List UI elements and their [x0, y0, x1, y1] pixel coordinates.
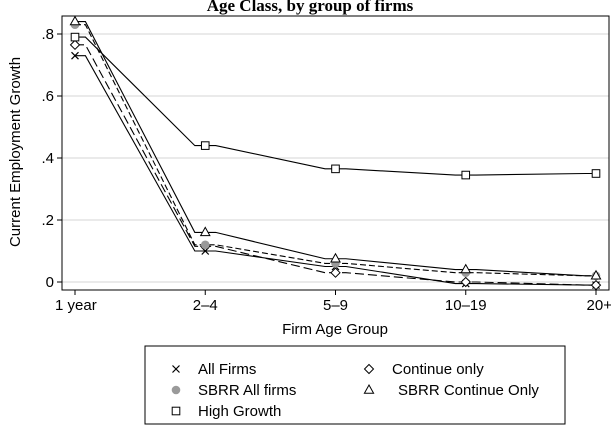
square-mark-shape [200, 141, 210, 150]
diamond-mark-shape [330, 267, 341, 278]
legend-key-filled-circle [171, 385, 181, 395]
data-point-diamond [460, 276, 471, 288]
circle-mark-shape [171, 385, 181, 395]
x-mark-stroke [172, 365, 180, 373]
legend-label: SBRR All firms [198, 382, 296, 399]
triangle-mark-shape [199, 226, 211, 237]
legend-key-x [172, 365, 180, 373]
x-tick-label: 20+ [587, 297, 611, 314]
data-point-filled-circle [200, 240, 210, 250]
square-mark-shape [171, 406, 181, 416]
data-point-square [200, 141, 210, 150]
data-point-triangle [330, 252, 341, 263]
square-mark-shape [461, 170, 471, 180]
chart-title: Age Class, by group of firms [207, 0, 414, 15]
y-tick-label: 0 [46, 274, 54, 291]
data-point-square [331, 164, 340, 174]
data-point-triangle [69, 15, 81, 26]
data-point-diamond [69, 39, 81, 51]
data-point-triangle [590, 269, 602, 280]
x-tick-label: 10–19 [445, 297, 487, 314]
data-point-x [71, 51, 79, 60]
x-mark-stroke [71, 51, 79, 60]
legend: All Firms Continue only SBRR All firms SBRR… [171, 361, 539, 420]
series-line-2 [75, 24, 596, 277]
y-tick-label: .8 [41, 26, 54, 43]
y-axis-title: Current Employment Growth [7, 57, 24, 247]
data-point-diamond [590, 279, 602, 291]
diamond-mark-shape [590, 279, 602, 291]
square-mark-shape [591, 169, 601, 178]
triangle-mark-shape [69, 15, 81, 26]
data-point-square [591, 169, 601, 178]
legend-label: Continue only [392, 361, 484, 378]
x-axis-title: Firm Age Group [282, 321, 388, 338]
series-line-4 [75, 36, 596, 176]
legend-key-diamond [363, 363, 375, 375]
data-point-triangle [199, 226, 211, 237]
x-tick-label: 5–9 [323, 297, 348, 314]
data-point-square [461, 170, 471, 180]
triangle-mark-shape [460, 263, 472, 274]
square-mark-shape [331, 164, 340, 174]
gridlines [62, 33, 609, 283]
legend-box [144, 345, 566, 425]
legend-label: SBRR Continue Only [398, 382, 539, 399]
series-markers [69, 15, 602, 291]
legend-key-square [171, 406, 181, 416]
y-tick-label: .6 [41, 88, 54, 105]
x-axis: 1 year 2–4 5–9 10–19 20+ [55, 290, 611, 314]
series-line-3 [75, 21, 596, 277]
square-mark-shape [70, 32, 80, 42]
y-tick-label: .2 [41, 212, 54, 229]
triangle-mark-shape [590, 269, 602, 280]
y-tick-label: .4 [41, 150, 54, 167]
x-tick-label: 1 year [55, 297, 97, 314]
triangle-mark-shape [330, 252, 341, 263]
y-axis: 0 .2 .4 .6 .8 [41, 26, 62, 291]
legend-key-triangle [363, 383, 375, 394]
x-tick-label: 2–4 [193, 297, 218, 314]
legend-label: High Growth [198, 403, 281, 420]
data-point-diamond [330, 267, 341, 278]
circle-mark-shape [200, 240, 210, 250]
diamond-mark-shape [69, 39, 81, 51]
data-point-triangle [460, 263, 472, 274]
data-point-square [70, 32, 80, 42]
triangle-mark-shape [363, 383, 375, 394]
diamond-mark-shape [460, 276, 471, 288]
series-lines [75, 21, 596, 286]
diamond-mark-shape [363, 363, 375, 375]
legend-label: All Firms [198, 361, 256, 378]
